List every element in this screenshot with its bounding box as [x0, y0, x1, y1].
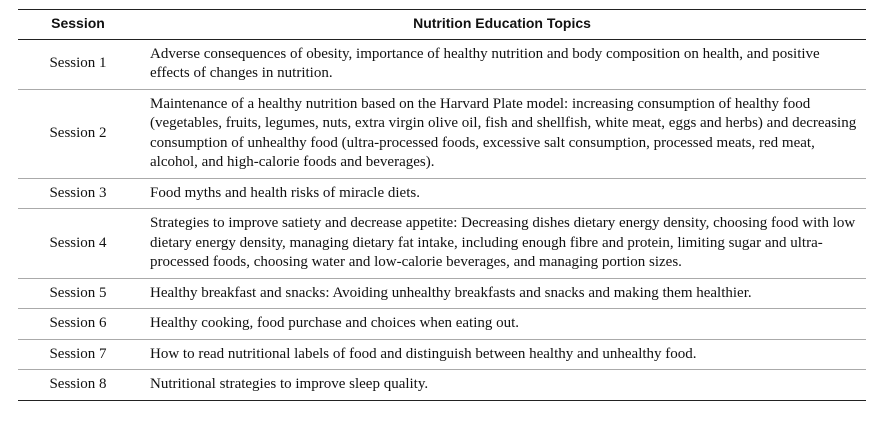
topic-cell: How to read nutritional labels of food a…	[138, 339, 866, 370]
topic-cell: Maintenance of a healthy nutrition based…	[138, 89, 866, 179]
topic-cell: Strategies to improve satiety and decrea…	[138, 208, 866, 279]
session-cell: Session 8	[18, 369, 138, 401]
header-row: Session Nutrition Education Topics	[18, 9, 866, 40]
session-cell: Session 2	[18, 89, 138, 179]
topic-cell: Adverse consequences of obesity, importa…	[138, 39, 866, 90]
session-cell: Session 1	[18, 39, 138, 90]
table-row: Session 3 Food myths and health risks of …	[18, 178, 866, 209]
table-row: Session 8 Nutritional strategies to impro…	[18, 369, 866, 401]
table-body: Session 1 Adverse consequences of obesity…	[18, 39, 866, 401]
topic-cell: Food myths and health risks of miracle d…	[138, 178, 866, 209]
table-header: Session Nutrition Education Topics	[18, 9, 866, 40]
topic-cell: Healthy breakfast and snacks: Avoiding u…	[138, 278, 866, 309]
session-cell: Session 5	[18, 278, 138, 309]
topic-cell: Healthy cooking, food purchase and choic…	[138, 308, 866, 340]
topics-table: Session Nutrition Education Topics Sessi…	[18, 9, 866, 401]
table-row: Session 2 Maintenance of a healthy nutrit…	[18, 89, 866, 179]
session-cell: Session 6	[18, 308, 138, 340]
session-cell: Session 4	[18, 208, 138, 279]
table-row: Session 5 Healthy breakfast and snacks: A…	[18, 278, 866, 309]
table-row: Session 6 Healthy cooking, food purchase …	[18, 308, 866, 340]
topic-cell: Nutritional strategies to improve sleep …	[138, 369, 866, 401]
session-cell: Session 7	[18, 339, 138, 370]
table-row: Session 1 Adverse consequences of obesity…	[18, 39, 866, 90]
header-cell: Session	[18, 9, 138, 40]
session-cell: Session 3	[18, 178, 138, 209]
table-row: Session 7 How to read nutritional labels …	[18, 339, 866, 370]
table-row: Session 4 Strategies to improve satiety a…	[18, 208, 866, 279]
header-cell: Nutrition Education Topics	[138, 9, 866, 40]
